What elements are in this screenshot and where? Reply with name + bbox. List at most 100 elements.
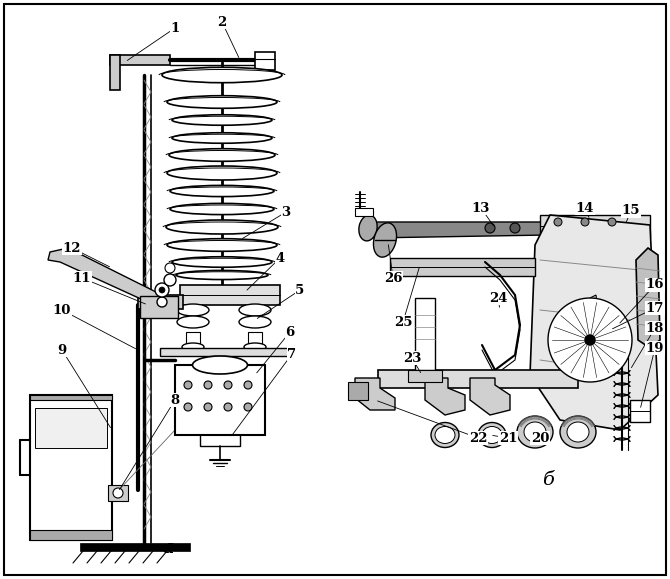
Text: 20: 20 xyxy=(531,431,549,445)
Ellipse shape xyxy=(244,343,266,351)
Text: 10: 10 xyxy=(53,303,71,317)
Circle shape xyxy=(184,403,192,411)
Polygon shape xyxy=(470,378,510,415)
Circle shape xyxy=(485,223,495,233)
Circle shape xyxy=(548,298,632,382)
Bar xyxy=(30,395,112,540)
Polygon shape xyxy=(530,215,658,430)
Text: 8: 8 xyxy=(170,394,180,406)
Text: 5: 5 xyxy=(295,284,305,296)
Bar xyxy=(110,55,120,90)
Bar xyxy=(355,208,373,216)
Text: 12: 12 xyxy=(63,241,81,255)
Bar xyxy=(140,296,178,318)
Text: 26: 26 xyxy=(384,272,402,284)
Polygon shape xyxy=(636,248,660,348)
Circle shape xyxy=(159,287,165,293)
Ellipse shape xyxy=(435,427,455,444)
Bar xyxy=(160,348,295,356)
Ellipse shape xyxy=(524,422,546,442)
Bar xyxy=(175,365,265,435)
Text: 16: 16 xyxy=(646,278,664,291)
Text: 18: 18 xyxy=(646,321,664,335)
Bar xyxy=(30,395,112,400)
Text: 21: 21 xyxy=(498,431,517,445)
Ellipse shape xyxy=(478,423,506,448)
Text: 6: 6 xyxy=(285,325,295,339)
Ellipse shape xyxy=(192,356,247,374)
Circle shape xyxy=(581,218,589,226)
Ellipse shape xyxy=(239,316,271,328)
Circle shape xyxy=(224,403,232,411)
Bar xyxy=(110,55,170,65)
Ellipse shape xyxy=(567,422,589,442)
Ellipse shape xyxy=(167,239,277,251)
Ellipse shape xyxy=(170,185,274,197)
Circle shape xyxy=(204,403,212,411)
Text: 4: 4 xyxy=(275,251,285,265)
Circle shape xyxy=(585,335,595,345)
Bar xyxy=(415,298,435,370)
Ellipse shape xyxy=(560,416,596,448)
Text: а: а xyxy=(162,539,174,557)
Circle shape xyxy=(165,263,175,273)
Polygon shape xyxy=(425,378,465,415)
Text: 11: 11 xyxy=(73,272,91,284)
Ellipse shape xyxy=(167,166,277,180)
Text: 23: 23 xyxy=(403,351,421,365)
Bar xyxy=(35,408,107,448)
Ellipse shape xyxy=(162,67,282,83)
Ellipse shape xyxy=(517,416,553,448)
Ellipse shape xyxy=(172,256,272,267)
Text: 9: 9 xyxy=(58,343,66,357)
Circle shape xyxy=(224,381,232,389)
Circle shape xyxy=(244,381,252,389)
Ellipse shape xyxy=(172,133,272,143)
Ellipse shape xyxy=(176,270,268,280)
Circle shape xyxy=(608,218,616,226)
Ellipse shape xyxy=(170,203,274,215)
Text: 25: 25 xyxy=(394,316,412,328)
Circle shape xyxy=(113,488,123,498)
Text: 13: 13 xyxy=(472,201,490,214)
Polygon shape xyxy=(590,300,630,348)
Circle shape xyxy=(157,297,167,307)
Bar xyxy=(255,52,275,70)
Ellipse shape xyxy=(172,115,272,125)
Text: 1: 1 xyxy=(170,21,180,35)
Bar xyxy=(80,543,190,551)
Text: б: б xyxy=(542,471,554,489)
Ellipse shape xyxy=(167,96,277,108)
Text: 17: 17 xyxy=(646,302,664,314)
Bar xyxy=(30,530,112,540)
Circle shape xyxy=(554,218,562,226)
Bar xyxy=(408,370,442,382)
Text: 22: 22 xyxy=(469,431,487,445)
Circle shape xyxy=(155,283,169,297)
Text: 7: 7 xyxy=(287,347,297,361)
Ellipse shape xyxy=(239,304,271,316)
Bar xyxy=(630,400,650,422)
Bar xyxy=(108,485,128,501)
Ellipse shape xyxy=(482,427,502,444)
Bar xyxy=(200,432,240,446)
Ellipse shape xyxy=(431,423,459,448)
Polygon shape xyxy=(355,378,395,410)
Circle shape xyxy=(204,381,212,389)
Ellipse shape xyxy=(169,149,275,162)
Text: 14: 14 xyxy=(576,201,594,214)
Bar xyxy=(540,215,650,237)
Polygon shape xyxy=(48,248,168,310)
Circle shape xyxy=(164,274,176,286)
Ellipse shape xyxy=(177,316,209,328)
Polygon shape xyxy=(590,295,602,342)
Polygon shape xyxy=(362,222,548,238)
Text: 3: 3 xyxy=(281,206,291,218)
Text: 19: 19 xyxy=(646,342,664,354)
Bar xyxy=(390,258,535,276)
Text: 2: 2 xyxy=(217,16,226,28)
Ellipse shape xyxy=(373,223,397,257)
Bar xyxy=(186,332,200,347)
Ellipse shape xyxy=(182,343,204,351)
Circle shape xyxy=(244,403,252,411)
